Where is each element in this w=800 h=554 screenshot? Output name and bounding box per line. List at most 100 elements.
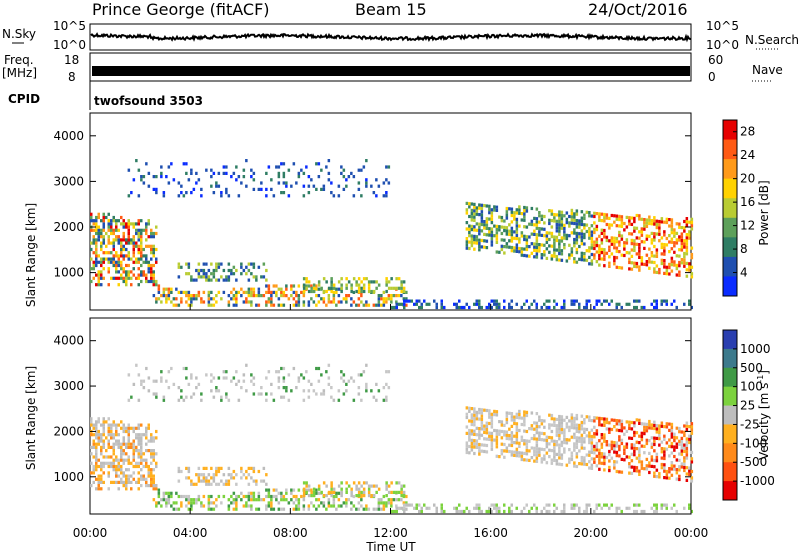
velocity-cell	[230, 473, 233, 477]
velocity-cell	[367, 484, 371, 488]
power-colorbar-swatch	[723, 217, 737, 238]
power-cell	[140, 251, 143, 255]
power-cell	[558, 210, 561, 214]
power-cell	[322, 300, 326, 304]
velocity-cell	[282, 386, 286, 390]
power-cell	[375, 178, 378, 182]
power-cell	[327, 171, 331, 175]
power-cell	[287, 297, 291, 301]
velocity-cell	[305, 490, 308, 494]
velocity-cell	[668, 438, 671, 442]
power-cell	[387, 297, 391, 301]
velocity-cell	[553, 458, 556, 462]
power-cell	[267, 284, 271, 288]
velocity-cell	[317, 487, 321, 491]
power-cell	[608, 226, 611, 230]
velocity-cell	[645, 429, 649, 433]
velocity-cell	[352, 504, 356, 508]
power-cell	[262, 275, 266, 279]
power-cell	[640, 217, 644, 221]
power-cell	[540, 214, 544, 218]
velocity-cell	[265, 398, 268, 402]
velocity-cell	[242, 379, 246, 383]
power-cell	[295, 303, 298, 307]
velocity-cell	[240, 386, 243, 390]
power-cell	[152, 263, 155, 268]
velocity-cell	[292, 494, 296, 499]
power-cell	[365, 178, 368, 182]
velocity-cell	[480, 427, 484, 431]
power-cell	[605, 251, 609, 255]
power-cell	[172, 297, 176, 301]
power-cell	[583, 255, 586, 259]
power-cell	[135, 241, 138, 245]
power-cell	[573, 302, 576, 306]
velocity-cell	[90, 471, 93, 475]
power-cell	[162, 194, 166, 198]
velocity-cell	[400, 498, 403, 502]
power-cell	[365, 159, 368, 163]
velocity-cell	[683, 462, 686, 466]
power-cell	[588, 249, 591, 253]
velocity-cell	[465, 406, 469, 410]
velocity-cell	[540, 419, 544, 423]
power-cell	[350, 171, 353, 175]
velocity-cell	[117, 445, 120, 449]
power-cell	[327, 297, 331, 301]
power-cell	[355, 289, 358, 294]
velocity-cell	[553, 455, 556, 459]
power-cell	[105, 244, 108, 248]
power-cell	[503, 245, 506, 249]
power-cell	[95, 241, 98, 245]
velocity-cell	[137, 433, 140, 437]
velocity-cell	[397, 498, 401, 502]
power-cell	[520, 305, 523, 310]
velocity-cell	[277, 501, 281, 505]
velocity-cell	[523, 429, 526, 433]
power-cell	[155, 175, 158, 179]
power-cell	[513, 214, 516, 218]
velocity-cell	[510, 440, 514, 444]
velocity-cell	[150, 461, 153, 465]
velocity-cell	[137, 471, 140, 475]
power-cell	[680, 261, 684, 265]
velocity-cell	[670, 426, 674, 430]
velocity-cell	[205, 466, 208, 470]
power-cell	[678, 270, 681, 274]
power-cell	[590, 259, 594, 263]
velocity-cell	[332, 398, 336, 402]
velocity-cell	[135, 363, 138, 367]
velocity-cell	[112, 445, 115, 449]
power-cell	[117, 283, 120, 287]
velocity-cell	[167, 491, 171, 495]
velocity-cell	[360, 494, 363, 498]
power-cell	[618, 243, 621, 247]
velocity-cell	[585, 503, 588, 507]
power-cell	[182, 290, 186, 294]
power-cell	[535, 305, 538, 310]
velocity-cell	[678, 430, 681, 434]
power-cell	[463, 305, 466, 310]
velocity-cell	[515, 450, 519, 455]
velocity-cell	[202, 476, 206, 480]
velocity-cell	[212, 376, 216, 380]
power-cell	[665, 299, 668, 303]
velocity-cell	[590, 457, 594, 461]
velocity-cell	[232, 376, 236, 380]
power-cell	[525, 254, 529, 258]
velocity-cell	[132, 449, 135, 453]
power-cell	[365, 300, 368, 304]
power-cell	[675, 238, 679, 242]
velocity-cell	[107, 433, 110, 437]
velocity-cell	[658, 472, 661, 476]
velocity-cell	[337, 389, 341, 393]
velocity-cell	[120, 458, 123, 462]
velocity-cell	[585, 462, 589, 467]
power-cell	[390, 286, 393, 290]
velocity-cell	[152, 452, 155, 456]
power-cell	[310, 286, 313, 290]
velocity-cell	[473, 420, 476, 424]
velocity-cell	[402, 494, 406, 498]
power-cell	[137, 260, 140, 264]
power-cell	[440, 302, 443, 306]
